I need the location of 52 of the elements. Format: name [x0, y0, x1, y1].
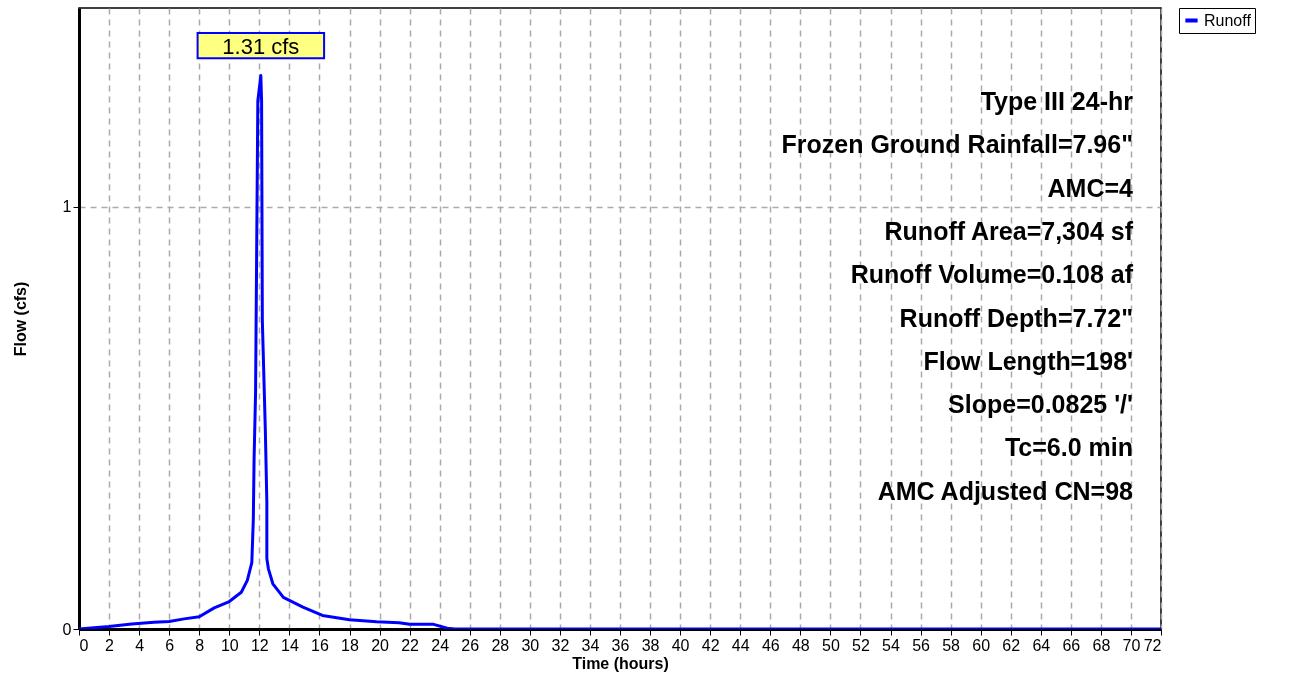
x-tick-label: 52 — [852, 636, 870, 654]
annotation: 1.31 cfs — [222, 33, 300, 59]
annotation: Tc=6.0 min — [1004, 433, 1133, 462]
x-tick-label: 72 — [1143, 636, 1162, 654]
x-tick-label: 16 — [311, 636, 329, 654]
x-tick-label: 10 — [220, 636, 239, 654]
x-tick-label: 66 — [1062, 636, 1081, 654]
x-tick-label: 60 — [972, 636, 991, 654]
x-tick-label: 44 — [731, 636, 750, 654]
annotation: Frozen Ground Rainfall=7.96" — [781, 130, 1133, 159]
x-tick-label: 56 — [912, 636, 931, 654]
annotation: Runoff Area=7,304 sf — [884, 216, 1134, 245]
x-tick-label: 2 — [105, 636, 115, 654]
x-axis-title: Time (hours) — [572, 654, 669, 672]
x-tick-label: 0 — [79, 636, 89, 654]
x-tick-label: 64 — [1032, 636, 1051, 654]
annotation: Flow Length=198' — [923, 346, 1133, 375]
x-tick-label: 22 — [401, 636, 420, 654]
annotation: AMC=4 — [1047, 173, 1134, 202]
x-tick-label: 32 — [551, 636, 570, 654]
x-tick-label: 70 — [1122, 636, 1141, 654]
x-tick-label: 36 — [611, 636, 630, 654]
x-tick-label: 20 — [371, 636, 390, 654]
x-tick-label: 46 — [761, 636, 780, 654]
x-tick-label: 12 — [250, 636, 269, 654]
x-tick-label: 68 — [1092, 636, 1111, 654]
x-tick-label: 54 — [882, 636, 900, 654]
x-tick-label: 38 — [641, 636, 660, 654]
x-tick-label: 8 — [195, 636, 205, 654]
annotation: Type III 24-hr — [980, 87, 1134, 115]
x-tick-label: 30 — [521, 636, 540, 654]
x-tick-label: 28 — [491, 636, 510, 654]
annotation: Slope=0.0825 '/' — [948, 390, 1133, 419]
x-tick-label: 4 — [135, 636, 145, 654]
annotation: Runoff Volume=0.108 af — [850, 260, 1134, 289]
x-tick-label: 24 — [431, 636, 450, 654]
x-tick-label: 6 — [165, 636, 175, 654]
x-tick-label: 58 — [942, 636, 961, 654]
x-tick-label: 42 — [701, 636, 720, 654]
x-tick-label: 18 — [341, 636, 359, 654]
x-tick-label: 50 — [821, 636, 840, 654]
annotation: Runoff Depth=7.72" — [899, 303, 1133, 332]
x-tick-label: 34 — [581, 636, 600, 654]
y-tick-label: 1 — [62, 198, 72, 216]
x-tick-label: 62 — [1002, 636, 1021, 654]
x-tick-label: 48 — [791, 636, 810, 654]
x-tick-label: 14 — [280, 636, 299, 654]
x-tick-label: 26 — [461, 636, 480, 654]
legend-label: Runoff — [1204, 11, 1252, 29]
y-axis-title: Flow (cfs) — [11, 281, 29, 357]
annotation: AMC Adjusted CN=98 — [877, 476, 1134, 505]
x-tick-label: 40 — [671, 636, 690, 654]
